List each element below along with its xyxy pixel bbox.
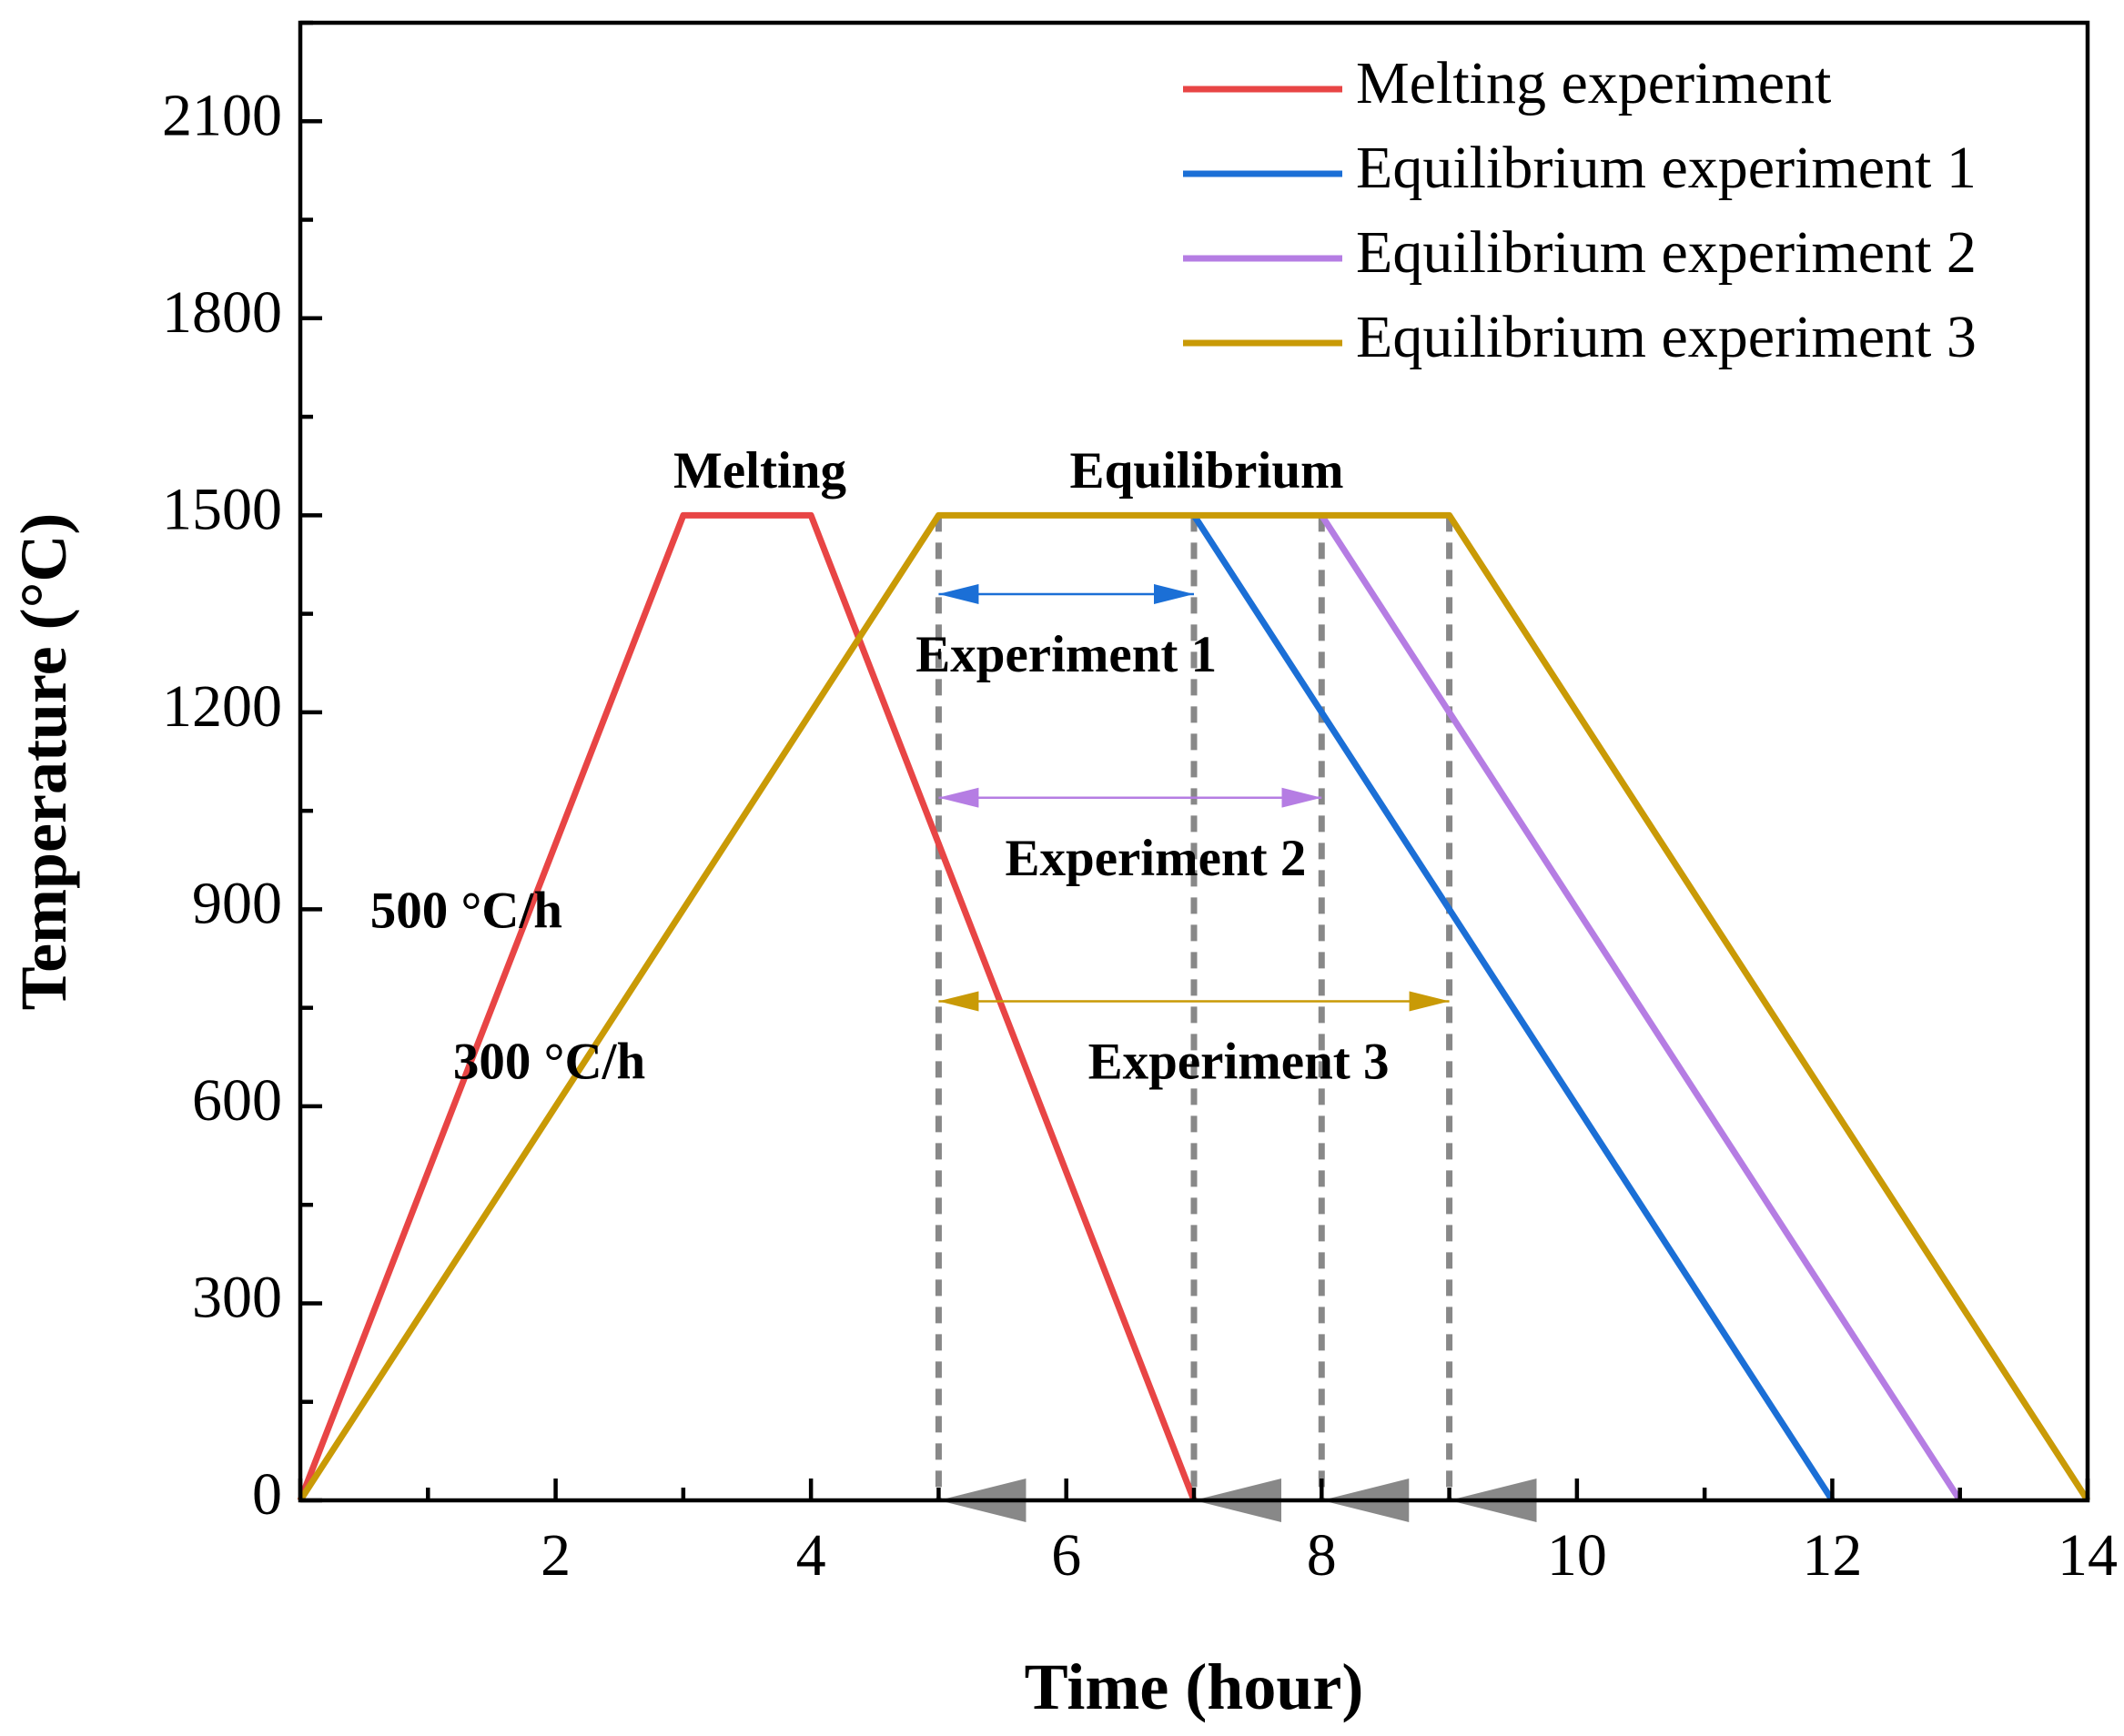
- annotations: Melting Equilibrium 500 °C/h 300 °C/h: [370, 442, 1344, 1091]
- y-tick-label: 1800: [162, 279, 282, 346]
- y-tick-label: 1200: [162, 673, 282, 740]
- x-tick-label: 2: [541, 1522, 571, 1589]
- axis-ticks: 2 4 6 8 10 12 14 0 300 600 900 1200 1500 1800 2100: [162, 20, 2118, 1589]
- legend: Melting experiment Equilibrium experiment…: [1183, 50, 1977, 370]
- legend-label-1: Melting experiment: [1356, 50, 1831, 116]
- span-label-3: Experiment 3: [1088, 1034, 1390, 1091]
- annotation-2: Equilibrium: [1070, 442, 1344, 500]
- x-tick-label: 6: [1051, 1522, 1081, 1589]
- y-tick-label: 2100: [162, 82, 282, 148]
- series-line-4: [298, 511, 2090, 1502]
- annotation-3: 500 °C/h: [370, 883, 562, 940]
- y-tick-label: 0: [252, 1461, 282, 1528]
- y-tick-label: 900: [192, 871, 282, 937]
- x-tick-label: 10: [1547, 1522, 1607, 1589]
- x-axis-label: Time (hour): [1025, 1650, 1364, 1723]
- series-line-2: [1191, 513, 1836, 1502]
- span-label-2: Experiment 2: [1005, 830, 1306, 887]
- legend-label-2: Equilibrium experiment 1: [1356, 135, 1977, 201]
- x-tick-label: 14: [2058, 1522, 2118, 1589]
- span-arrows: Experiment 1 Experiment 2 Experiment 3: [915, 583, 1450, 1091]
- y-tick-label: 1500: [162, 476, 282, 542]
- legend-label-3: Equilibrium experiment 2: [1356, 219, 1977, 286]
- annotation-4: 300 °C/h: [453, 1034, 645, 1091]
- annotation-1: Melting: [673, 442, 846, 500]
- y-tick-label: 600: [192, 1067, 282, 1134]
- y-axis-label: Temperature (°C): [7, 513, 80, 1011]
- y-tick-label: 300: [192, 1265, 282, 1331]
- legend-label-4: Equilibrium experiment 3: [1356, 304, 1977, 370]
- x-tick-label: 8: [1307, 1522, 1337, 1589]
- span-label-1: Experiment 1: [915, 626, 1217, 683]
- series-line-3: [1319, 513, 1963, 1502]
- x-tick-label: 12: [1802, 1522, 1862, 1589]
- x-tick-label: 4: [796, 1522, 826, 1589]
